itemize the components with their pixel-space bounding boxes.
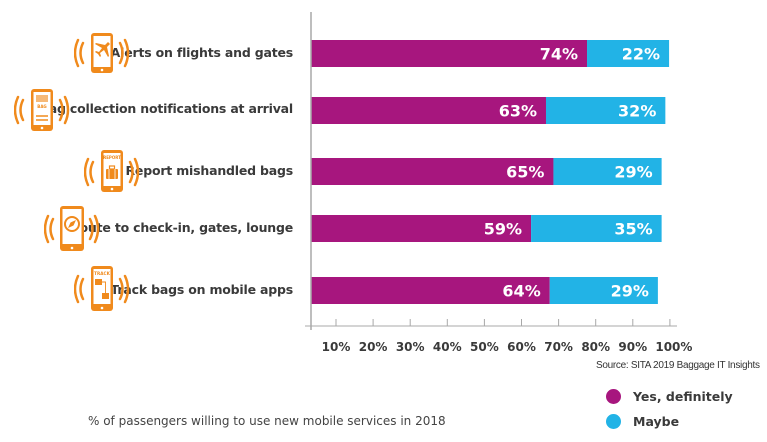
x-tick-label-0: 10% (322, 340, 351, 354)
category-label-alerts: Alerts on flights and gates (110, 45, 294, 60)
legend-item-maybe: Maybe (606, 414, 679, 429)
bar-yes-0 (311, 40, 588, 67)
legend-swatch-yes (606, 389, 621, 404)
bar-label-maybe-3: 35% (614, 220, 652, 239)
legend-label-maybe: Maybe (633, 414, 680, 429)
source-note: Source: SITA 2019 Baggage IT Insights (596, 360, 760, 371)
x-tick-label-4: 50% (470, 340, 499, 354)
bar-yes-4 (311, 277, 550, 304)
track-icon-text: TRACK (94, 271, 110, 276)
legend-label-yes: Yes, definitely (633, 389, 733, 404)
x-tick-label-6: 70% (544, 340, 573, 354)
bar-label-yes-3: 59% (484, 220, 522, 239)
category-label-track: Track bags on mobile apps (110, 282, 293, 297)
bar-maybe-2 (553, 158, 662, 185)
bar-label-maybe-1: 32% (618, 102, 656, 121)
bar-label-yes-4: 64% (502, 282, 540, 301)
x-tick-label-3: 40% (433, 340, 462, 354)
phone-bag-notification-icon: BAG (14, 89, 70, 131)
category-label-report: Report mishandled bags (125, 163, 294, 178)
bar-maybe-4 (549, 277, 658, 304)
bar-yes-1 (311, 97, 546, 124)
legend-swatch-maybe (606, 414, 621, 429)
x-tick-label-2: 30% (396, 340, 425, 354)
chart-caption: % of passengers willing to use new mobil… (88, 414, 446, 428)
bar-label-yes-2: 65% (506, 163, 544, 182)
bar-label-maybe-0: 22% (622, 45, 660, 64)
bag-icon-text: BAG (37, 104, 46, 109)
category-label-route: Route to check-in, gates, lounge (70, 220, 293, 235)
x-tick-label-5: 60% (507, 340, 536, 354)
x-tick-label-7: 80% (581, 340, 610, 354)
bar-maybe-1 (545, 97, 666, 124)
phone-airplane-icon (74, 33, 130, 73)
bar-maybe-3 (531, 215, 662, 242)
x-tick-label-9: 100% (655, 340, 692, 354)
legend-item-yes: Yes, definitely (606, 389, 733, 404)
bar-yes-3 (311, 215, 532, 242)
bar-label-yes-0: 74% (540, 45, 578, 64)
x-tick-label-1: 20% (359, 340, 388, 354)
report-icon-text: REPORT (103, 155, 121, 160)
bar-label-yes-1: 63% (499, 102, 537, 121)
x-tick-label-8: 90% (618, 340, 647, 354)
bar-yes-2 (311, 158, 554, 185)
bar-maybe-0 (587, 40, 670, 67)
bar-label-maybe-4: 29% (611, 282, 649, 301)
phone-compass-icon (44, 206, 100, 251)
bar-label-maybe-2: 29% (614, 163, 652, 182)
phone-track-bag-icon: TRACK (74, 266, 130, 311)
category-label-bag-collection: Bag collection notifications at arrival (39, 101, 293, 116)
phone-report-bag-icon: REPORT (84, 150, 140, 192)
